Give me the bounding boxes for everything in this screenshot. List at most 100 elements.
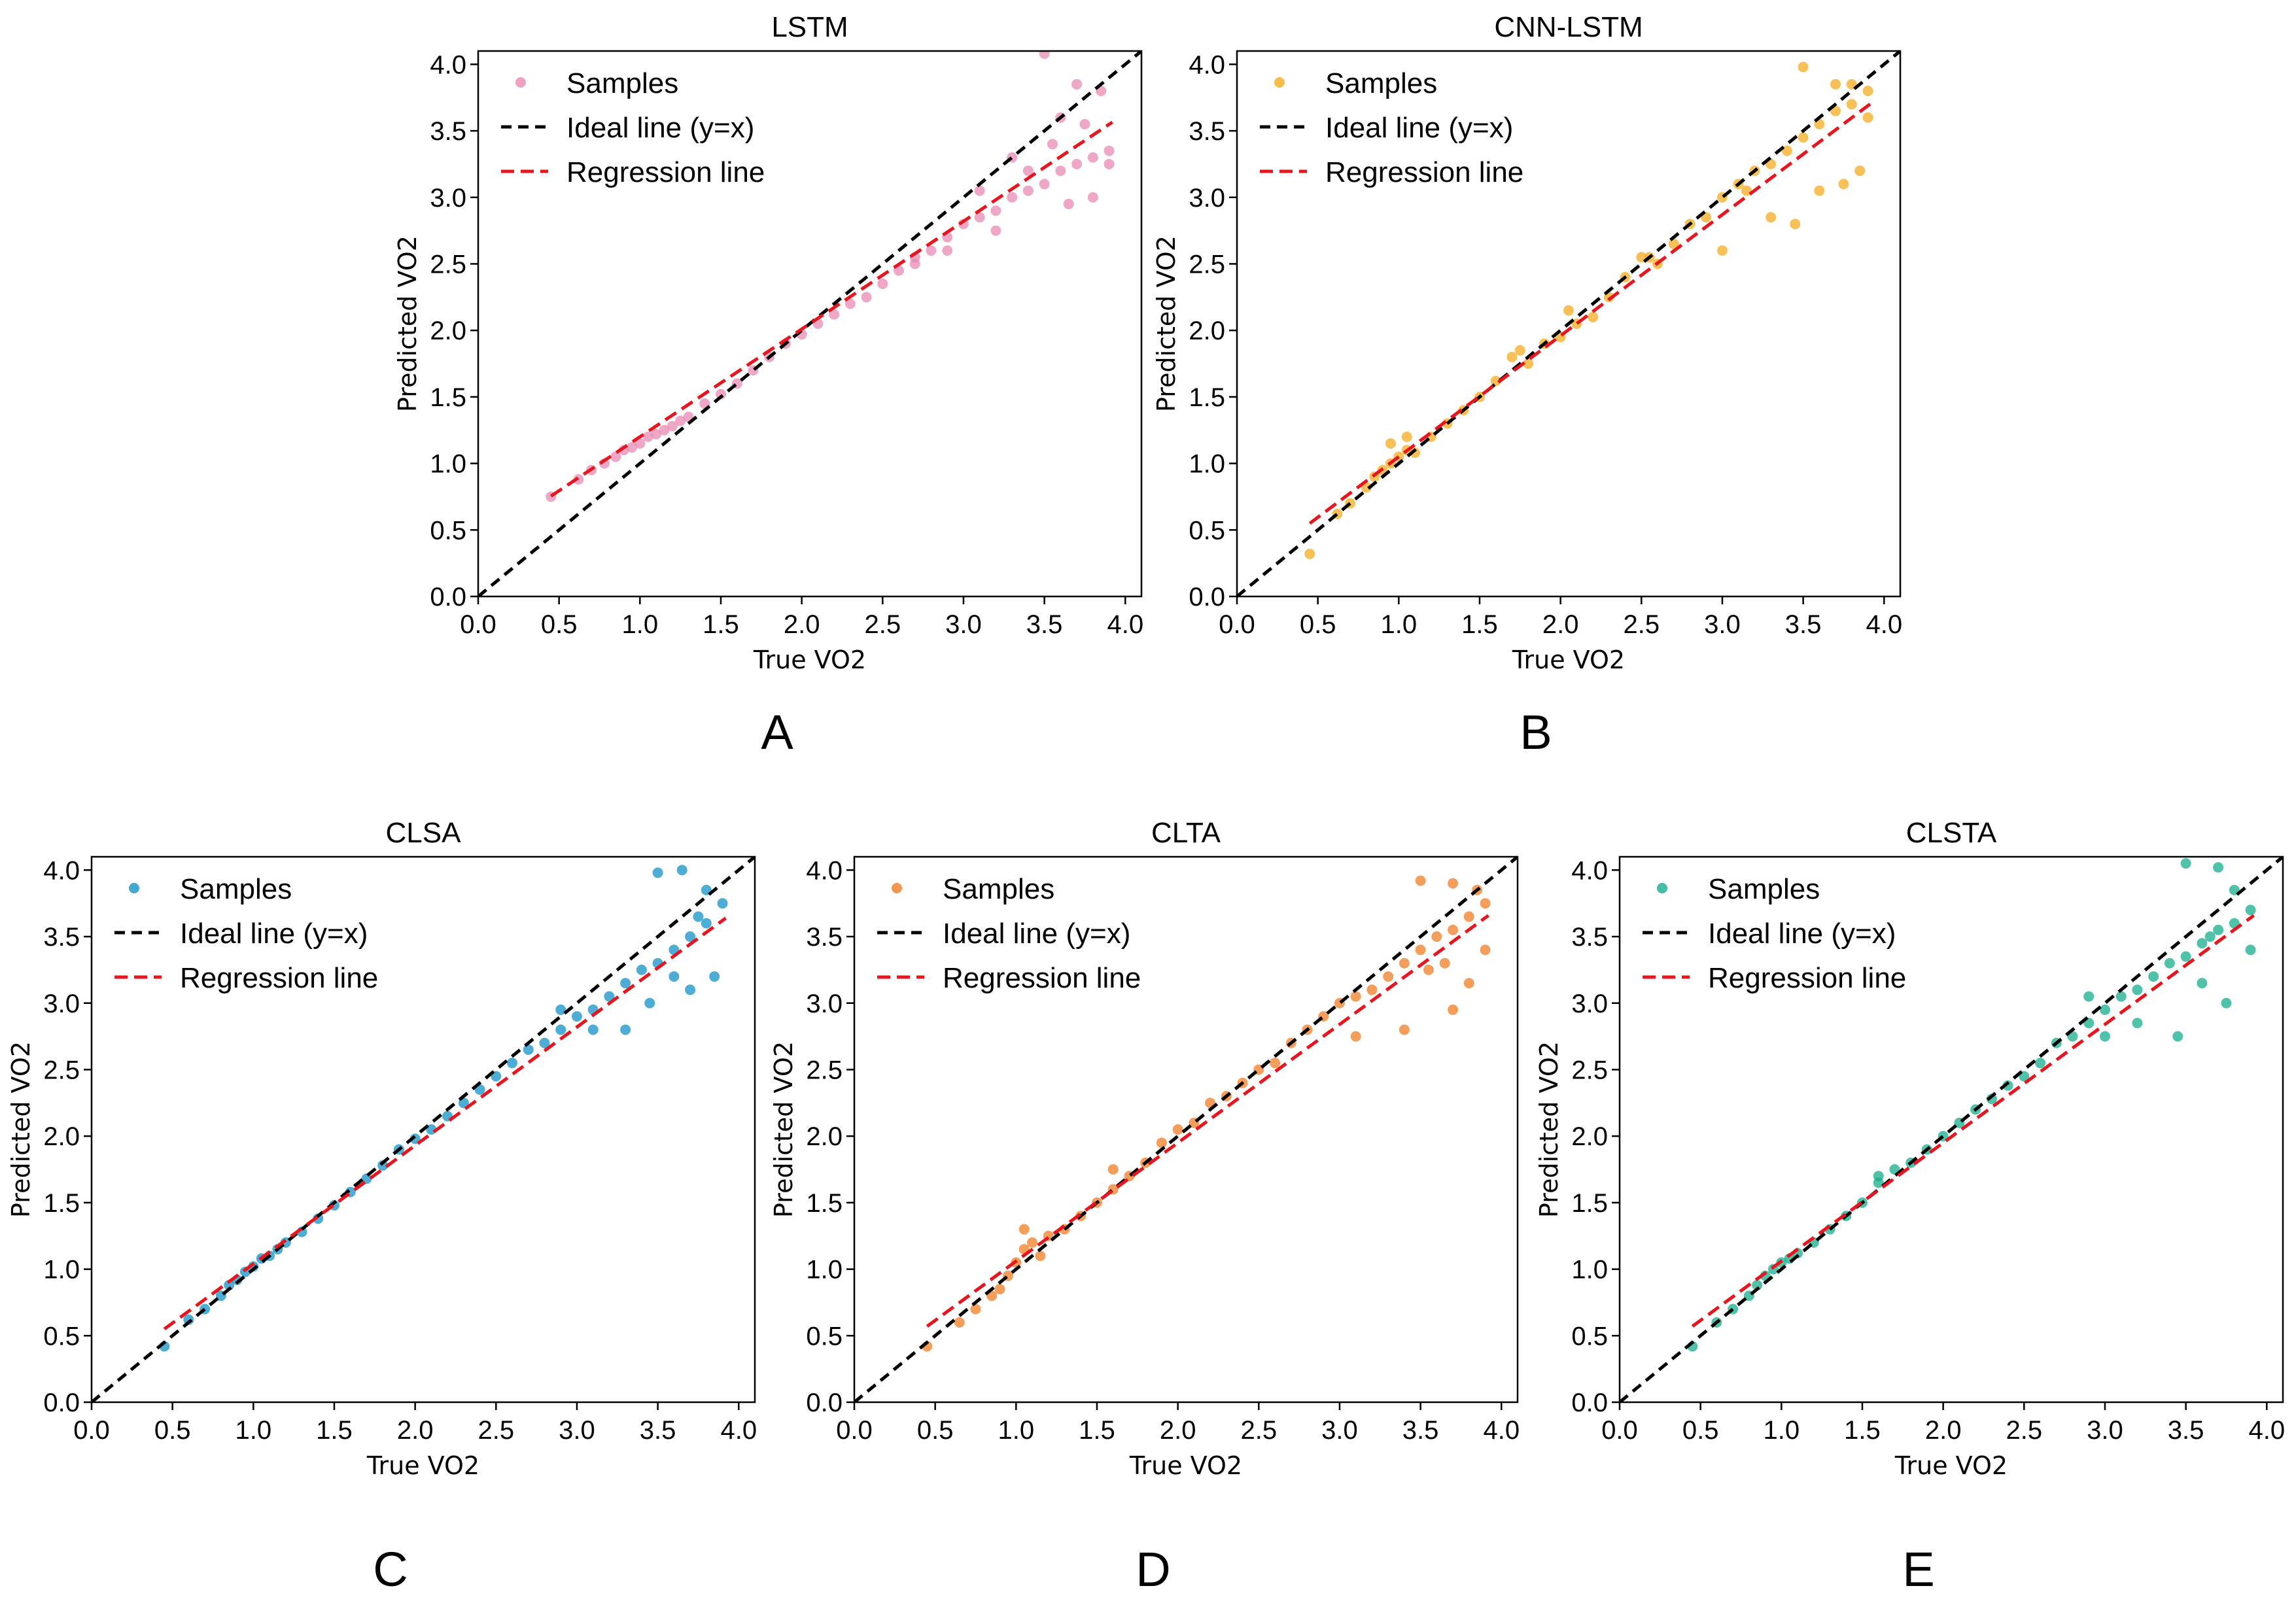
- chart-title: CLTA: [1151, 817, 1221, 849]
- sample-point: [571, 1011, 582, 1022]
- y-tick-label: 2.5: [430, 250, 466, 279]
- sample-point: [1350, 1031, 1361, 1042]
- sample-point: [1415, 875, 1426, 886]
- y-tick-label: 1.0: [430, 450, 466, 479]
- sample-point: [974, 185, 985, 196]
- sample-point: [1480, 944, 1491, 956]
- sample-point: [926, 245, 937, 256]
- chart-title: LSTM: [771, 11, 848, 43]
- y-tick-label: 2.0: [43, 1122, 80, 1151]
- x-tick-label: 0.0: [1219, 610, 1255, 639]
- sample-point: [1087, 192, 1098, 203]
- sample-point: [1027, 1237, 1038, 1248]
- sample-point: [652, 867, 663, 878]
- sample-point: [659, 424, 670, 436]
- sample-point: [877, 278, 888, 289]
- x-tick-label: 2.5: [2006, 1416, 2042, 1445]
- regression-line: [926, 914, 1489, 1328]
- x-tick-label: 1.5: [1844, 1416, 1881, 1445]
- panel-letter: B: [1520, 705, 1552, 759]
- sample-point: [1506, 351, 1518, 362]
- legend-ideal-label: Ideal line (y=x): [1708, 918, 1896, 950]
- sample-point: [1018, 1224, 1030, 1235]
- y-tick-label: 2.0: [430, 317, 466, 345]
- y-tick-label: 3.0: [1189, 184, 1225, 213]
- sample-point: [2164, 957, 2175, 969]
- sample-point: [1798, 61, 1809, 73]
- x-tick-label: 3.0: [1704, 610, 1741, 639]
- ideal-line: [478, 51, 1141, 596]
- sample-point: [1366, 984, 1378, 995]
- sample-point: [2172, 1031, 2183, 1042]
- x-tick-label: 0.0: [73, 1416, 110, 1445]
- y-axis-label: Predicted VO2: [7, 1041, 35, 1218]
- sample-point: [2197, 978, 2208, 989]
- sample-point: [555, 1024, 566, 1035]
- y-tick-label: 1.0: [806, 1256, 843, 1284]
- y-axis-label: Predicted VO2: [1535, 1041, 1563, 1218]
- x-tick-label: 1.5: [1461, 610, 1498, 639]
- y-axis-label: Predicted VO2: [1152, 235, 1181, 412]
- sample-point: [1107, 1164, 1119, 1175]
- sample-point: [507, 1058, 518, 1069]
- chart-title: CLSTA: [1906, 817, 1997, 849]
- sample-point: [1007, 192, 1018, 203]
- plot-area: [1620, 857, 2283, 1402]
- sample-point: [2148, 971, 2159, 982]
- y-tick-label: 1.5: [43, 1189, 80, 1218]
- y-tick-label: 3.5: [1189, 117, 1225, 146]
- sample-point: [1752, 1279, 1763, 1290]
- axes-frame: [1618, 855, 2284, 1404]
- sample-point: [669, 971, 680, 982]
- x-tick-label: 2.0: [1542, 610, 1579, 639]
- sample-point: [1490, 375, 1501, 387]
- sample-point: [2099, 1031, 2110, 1042]
- y-tick-label: 4.0: [806, 856, 843, 885]
- ideal-line: [92, 857, 755, 1402]
- sample-point: [1383, 971, 1394, 982]
- sample-point: [1071, 158, 1083, 169]
- sample-point: [1156, 1137, 1167, 1148]
- y-tick-label: 3.0: [1571, 990, 1608, 1018]
- plot-area: [1237, 51, 1900, 596]
- plot-area: [92, 857, 755, 1402]
- y-tick-label: 1.5: [1189, 383, 1225, 412]
- sample-point: [1765, 212, 1777, 223]
- y-tick-label: 0.0: [43, 1388, 80, 1417]
- y-tick-label: 3.0: [806, 990, 843, 1018]
- sample-point: [1385, 438, 1396, 449]
- y-tick-label: 0.5: [43, 1322, 80, 1351]
- sample-point: [1039, 51, 1050, 60]
- y-tick-label: 1.0: [1189, 450, 1225, 479]
- legend-regression-label: Regression line: [180, 962, 378, 994]
- sample-point: [1854, 165, 1866, 177]
- x-tick-label: 1.5: [316, 1416, 353, 1445]
- sample-point: [676, 865, 687, 876]
- x-tick-label: 3.5: [640, 1416, 676, 1445]
- x-tick-label: 2.0: [1160, 1416, 1196, 1445]
- sample-point: [1480, 898, 1491, 909]
- sample-point: [1035, 1250, 1046, 1262]
- panel-a: LSTM 0.0 0.5 1.0 1.5 2.0 2.5 3.0 3.5 4.0 0.0 0.5 1.0…: [393, 11, 1143, 759]
- sample-point: [1104, 158, 1115, 169]
- regression-line: [163, 916, 727, 1331]
- x-tick-label: 3.0: [1321, 1416, 1358, 1445]
- sample-point: [709, 971, 720, 982]
- sample-point: [1523, 358, 1534, 370]
- axes-frame: [90, 855, 756, 1404]
- ideal-line: [1620, 857, 2283, 1402]
- sample-point: [1563, 305, 1574, 316]
- y-tick-label: 2.5: [1571, 1056, 1608, 1084]
- sample-point: [1448, 878, 1459, 889]
- sample-point: [1039, 179, 1050, 190]
- legend-samples-label: Samples: [566, 67, 678, 99]
- sample-point: [2197, 938, 2208, 949]
- panel-d: CLTA 0.0 0.5 1.0 1.5 2.0 2.5 3.0 3.5 4.0 0.0 0.5 1.0…: [769, 817, 1520, 1596]
- legend-ideal-label: Ideal line (y=x): [943, 918, 1130, 950]
- sample-point: [675, 415, 686, 426]
- legend-sample-marker: [129, 883, 139, 893]
- sample-point: [1063, 198, 1074, 209]
- x-tick-label: 1.5: [703, 610, 739, 639]
- sample-point: [2180, 951, 2191, 962]
